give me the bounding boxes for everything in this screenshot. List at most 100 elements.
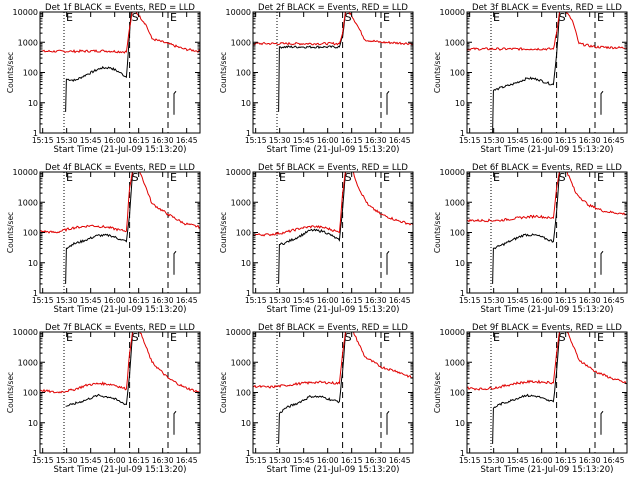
panel-title: Det 2f BLACK = Events, RED = LLD	[258, 3, 408, 13]
x-tick-label: 16:00	[531, 136, 553, 145]
y-tick-label: 10000	[13, 328, 38, 337]
x-tick-label: 15:15	[245, 136, 267, 145]
x-tick-label: 15:30	[269, 456, 291, 465]
x-tick-label: 15:30	[56, 136, 78, 145]
x-tick-label: 16:00	[531, 296, 553, 305]
y-tick-label: 100	[236, 69, 251, 78]
x-tick-label: 16:15	[555, 296, 577, 305]
x-tick-label: 15:15	[32, 456, 54, 465]
events-recovery-tick	[173, 90, 177, 115]
panel-title: Det 6f BLACK = Events, RED = LLD	[472, 163, 622, 173]
marker-label: E	[66, 171, 73, 184]
y-tick-label: 100	[236, 229, 251, 238]
y-tick-label: 1000	[231, 38, 251, 47]
series-line-events	[65, 172, 134, 284]
x-tick-label: 16:45	[176, 296, 198, 305]
series-line-lld	[40, 172, 200, 234]
x-tick-label: 16:15	[341, 296, 363, 305]
y-axis-label: Counts/sec	[6, 52, 15, 93]
y-tick-label: 1	[246, 289, 251, 298]
x-tick-label: 15:45	[80, 296, 102, 305]
marker-label: E	[383, 331, 390, 344]
series-line-lld	[40, 12, 200, 54]
y-tick-label: 1	[460, 129, 465, 138]
y-axis-label: Counts/sec	[6, 372, 15, 413]
y-tick-label: 10	[241, 259, 251, 268]
series-line-events	[65, 332, 134, 407]
marker-label: S	[559, 11, 566, 24]
x-tick-label: 15:15	[459, 456, 481, 465]
x-tick-label: 16:30	[152, 296, 174, 305]
marker-label: S	[345, 331, 352, 344]
x-tick-label: 15:30	[269, 296, 291, 305]
y-axis-label: Counts/sec	[219, 52, 228, 93]
series-line-events	[65, 12, 132, 112]
x-tick-label: 16:30	[152, 456, 174, 465]
y-tick-label: 100	[450, 69, 465, 78]
y-tick-label: 1000	[231, 358, 251, 367]
x-axis-label: Start Time (21-Jul-09 15:13:20)	[267, 145, 400, 155]
y-tick-label: 10000	[440, 8, 465, 17]
events-recovery-tick	[600, 410, 604, 435]
x-axis-label: Start Time (21-Jul-09 15:13:20)	[54, 145, 187, 155]
x-axis-label: Start Time (21-Jul-09 15:13:20)	[481, 145, 614, 155]
marker-label: E	[279, 171, 286, 184]
x-tick-label: 15:45	[80, 456, 102, 465]
x-tick-label: 15:45	[293, 296, 315, 305]
marker-label: E	[493, 11, 500, 24]
marker-label: E	[597, 11, 604, 24]
x-tick-label: 16:30	[579, 296, 601, 305]
series-line-events	[278, 172, 347, 284]
y-tick-label: 1000	[18, 198, 38, 207]
panel-title: Det 8f BLACK = Events, RED = LLD	[258, 323, 408, 333]
y-tick-label: 10	[241, 99, 251, 108]
marker-label: E	[597, 171, 604, 184]
x-tick-label: 15:15	[459, 296, 481, 305]
series-line-events	[492, 12, 561, 133]
x-axis-label: Start Time (21-Jul-09 15:13:20)	[481, 305, 614, 315]
marker-label: E	[170, 171, 177, 184]
x-tick-label: 16:15	[341, 456, 363, 465]
y-tick-label: 1	[460, 449, 465, 458]
y-tick-label: 10	[28, 259, 38, 268]
marker-label: E	[170, 11, 177, 24]
events-recovery-tick	[173, 250, 177, 275]
x-tick-label: 16:00	[104, 136, 126, 145]
marker-label: S	[559, 171, 566, 184]
y-tick-label: 10000	[226, 168, 251, 177]
panel-title: Det 5f BLACK = Events, RED = LLD	[258, 163, 408, 173]
x-tick-label: 16:15	[555, 456, 577, 465]
x-tick-label: 16:45	[603, 456, 625, 465]
x-tick-label: 16:45	[389, 296, 411, 305]
x-tick-label: 16:00	[104, 296, 126, 305]
x-tick-label: 16:30	[365, 456, 387, 465]
y-tick-label: 10	[241, 419, 251, 428]
x-tick-label: 15:45	[507, 136, 529, 145]
marker-label: E	[597, 331, 604, 344]
panel-title: Det 1f BLACK = Events, RED = LLD	[45, 3, 195, 13]
x-tick-label: 16:15	[555, 136, 577, 145]
y-tick-label: 1000	[445, 198, 465, 207]
x-tick-label: 15:30	[483, 136, 505, 145]
y-tick-label: 1	[460, 289, 465, 298]
x-tick-label: 15:15	[459, 136, 481, 145]
x-tick-label: 15:30	[269, 136, 291, 145]
y-tick-label: 10	[455, 99, 465, 108]
y-axis-label: Counts/sec	[433, 212, 442, 253]
series-line-lld	[467, 12, 627, 52]
y-tick-label: 100	[23, 229, 38, 238]
x-axis-label: Start Time (21-Jul-09 15:13:20)	[481, 465, 614, 475]
x-axis-label: Start Time (21-Jul-09 15:13:20)	[267, 465, 400, 475]
x-axis-label: Start Time (21-Jul-09 15:13:20)	[267, 305, 400, 315]
x-tick-label: 16:45	[389, 456, 411, 465]
y-tick-label: 100	[236, 389, 251, 398]
x-axis-label: Start Time (21-Jul-09 15:13:20)	[54, 305, 187, 315]
x-tick-label: 16:15	[128, 296, 150, 305]
x-tick-label: 16:00	[317, 136, 339, 145]
x-tick-label: 16:00	[317, 296, 339, 305]
x-tick-label: 15:45	[293, 136, 315, 145]
